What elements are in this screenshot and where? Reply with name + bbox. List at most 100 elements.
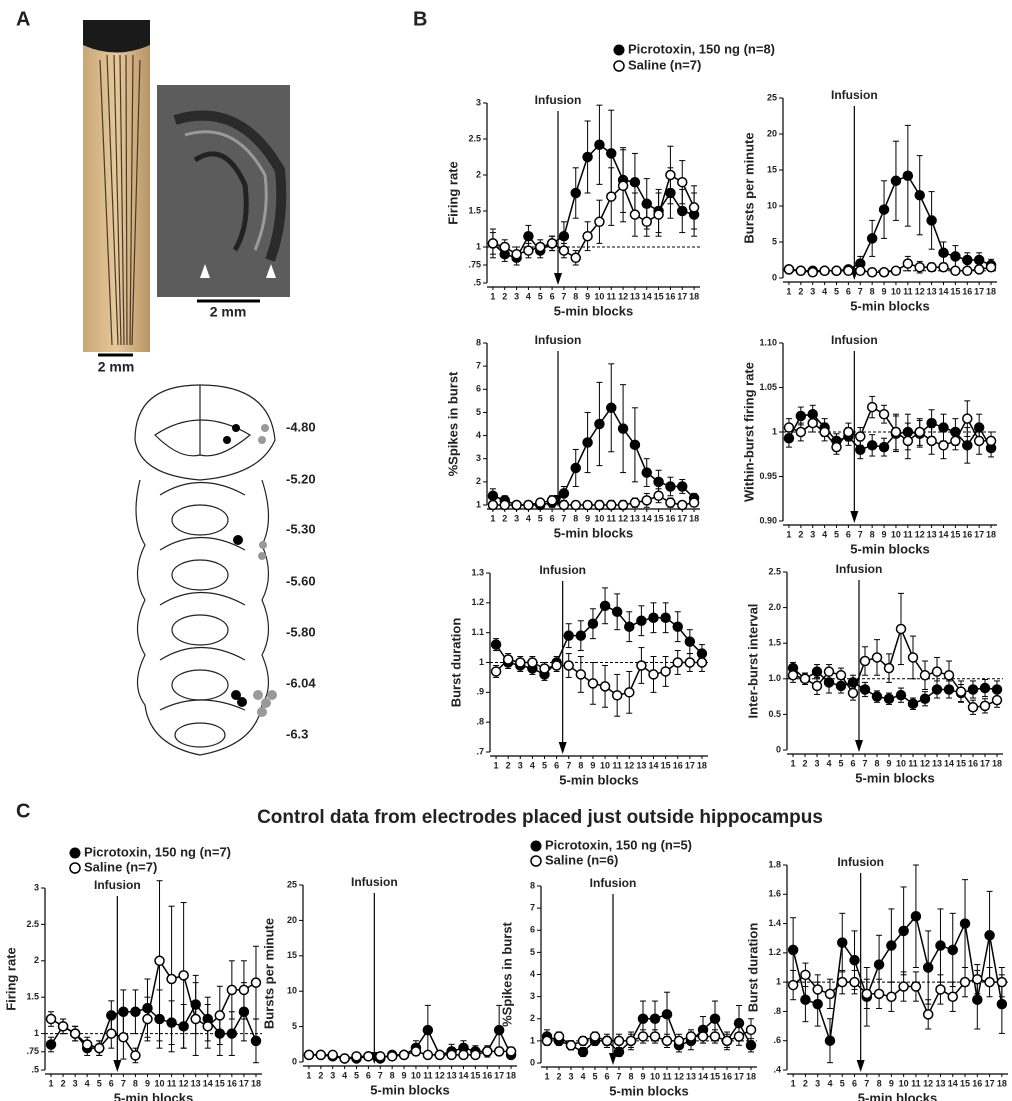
data-point: [611, 690, 623, 701]
data-point: [118, 1031, 129, 1043]
data-point: [709, 1031, 721, 1042]
data-point: [665, 169, 676, 181]
electrode-photo: [83, 20, 150, 352]
x-tick-label: 2: [798, 529, 803, 539]
y-tick-label: 0: [776, 744, 781, 754]
x-tick-label: 17: [239, 1078, 249, 1088]
data-point: [636, 660, 647, 671]
coordinate: -5.20: [286, 471, 316, 486]
data-point: [190, 999, 201, 1010]
x-tick-label: 10: [411, 1070, 421, 1080]
data-point: [910, 911, 922, 922]
data-point: [69, 1028, 81, 1039]
x-tick-label: 2: [502, 291, 507, 301]
x-tick-label: 17: [974, 286, 984, 296]
data-point: [106, 1028, 117, 1039]
data-point: [570, 462, 581, 474]
data-point: [546, 238, 558, 249]
x-tick-label: 15: [960, 1078, 970, 1088]
data-point: [238, 984, 250, 996]
data-point: [837, 976, 848, 988]
x-axis-label: 5-min blocks: [554, 303, 633, 318]
x-tick-label: 9: [886, 758, 891, 768]
data-point: [577, 1046, 589, 1058]
x-tick-label: 14: [203, 1078, 213, 1088]
x-tick-label: 13: [191, 1078, 201, 1088]
y-tick-label: 1.8: [768, 859, 781, 869]
x-tick-label: 8: [390, 1070, 395, 1080]
data-point: [511, 499, 522, 511]
data-point: [606, 402, 617, 414]
data-point: [973, 264, 985, 275]
x-tick-label: 4: [85, 1078, 90, 1088]
x-tick-label: 2: [61, 1078, 66, 1088]
data-point: [563, 630, 574, 641]
y-tick-label: 1.2: [471, 597, 484, 607]
x-tick-label: 1: [490, 513, 495, 523]
x-tick-label: 10: [594, 513, 604, 523]
data-point: [873, 959, 885, 970]
data-point: [422, 1049, 434, 1061]
electrode-sites: [223, 424, 277, 717]
x-tick-label: 7: [561, 513, 566, 523]
data-point: [214, 1028, 226, 1039]
x-tick-label: 6: [604, 1071, 609, 1081]
x-tick-label: 14: [944, 758, 954, 768]
x-tick-label: 15: [956, 758, 966, 768]
data-point: [873, 988, 885, 1000]
x-tick-label: 17: [734, 1071, 744, 1081]
y-tick-label: 8: [530, 880, 535, 890]
y-tick-label: 0.95: [759, 471, 777, 481]
x-tick-label: 7: [121, 1078, 126, 1088]
data-point: [166, 973, 177, 985]
data-point: [800, 969, 811, 981]
x-tick-label: 14: [642, 513, 652, 523]
data-point: [824, 1035, 836, 1046]
data-point: [985, 261, 997, 273]
y-tick-label: 2: [476, 476, 481, 486]
data-point: [787, 944, 799, 956]
data-point: [250, 977, 262, 988]
x-tick-label: 18: [251, 1078, 261, 1088]
x-tick-label: 6: [846, 286, 851, 296]
y-tick-label: .6: [773, 1035, 781, 1045]
legend-swatch: [613, 60, 625, 72]
data-point: [648, 612, 659, 623]
x-tick-label: 18: [986, 286, 996, 296]
y-tick-label: 8: [476, 337, 481, 347]
y-tick-label: .7: [476, 746, 484, 756]
data-point: [551, 660, 562, 671]
series-line: [492, 406, 695, 506]
y-tick-label: 5: [292, 1021, 297, 1031]
annotation: Infusion: [837, 855, 884, 869]
data-point: [190, 1013, 201, 1025]
data-point: [648, 669, 659, 680]
y-tick-label: 0.5: [768, 709, 781, 719]
data-point: [890, 426, 902, 438]
data-point: [363, 1051, 374, 1062]
data-point: [81, 1039, 93, 1050]
data-point: [661, 1035, 673, 1047]
data-point: [625, 1035, 637, 1047]
annotation: Infusion: [94, 878, 141, 892]
data-point: [641, 495, 652, 506]
data-point: [745, 1040, 757, 1051]
x-tick-label: 18: [986, 529, 996, 539]
legend-swatch: [69, 847, 81, 859]
y-tick-label: 25: [767, 92, 777, 102]
data-point: [871, 652, 883, 663]
x-tick-label: 16: [673, 760, 683, 770]
x-tick-label: 7: [616, 1071, 621, 1081]
data-point: [938, 440, 949, 451]
panel-label: A: [16, 8, 30, 30]
data-point: [665, 187, 676, 199]
data-point: [902, 258, 914, 269]
data-point: [967, 702, 979, 713]
y-tick-label: 1.3: [471, 567, 484, 577]
data-point: [558, 245, 570, 256]
x-tick-label: 4: [530, 760, 535, 770]
x-axis-label: 5-min blocks: [850, 541, 929, 556]
data-point: [835, 669, 847, 681]
x-tick-label: 16: [962, 529, 972, 539]
